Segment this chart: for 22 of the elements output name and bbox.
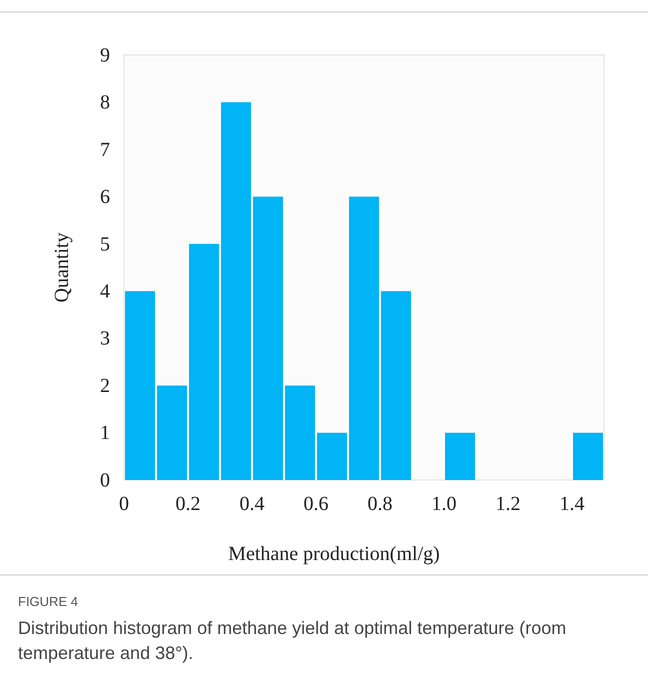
x-tick-label: 0 bbox=[119, 493, 129, 516]
x-tick-label: 0.2 bbox=[176, 493, 200, 516]
y-tick-label: 7 bbox=[100, 138, 110, 161]
x-tick-label: 1.2 bbox=[496, 493, 520, 516]
y-tick-label: 5 bbox=[100, 233, 110, 256]
y-tick-label: 1 bbox=[100, 422, 110, 444]
text: Distribution histogram of methane yield at optimal temperature (room temperature and 38°). bbox=[18, 618, 566, 663]
y-tick-label: 9 bbox=[100, 44, 110, 66]
y-tick-label: 2 bbox=[100, 374, 110, 397]
x-tick-label: 1.4 bbox=[560, 493, 584, 516]
y-axis-title: Quantity bbox=[51, 232, 73, 302]
y-tick-label: 8 bbox=[100, 92, 110, 114]
y-tick-label: 0 bbox=[100, 469, 110, 492]
x-tick-label: 0.8 bbox=[368, 493, 392, 516]
x-axis-title: Methane production(ml/g) bbox=[228, 543, 440, 565]
x-tick-label: 0.6 bbox=[304, 493, 328, 516]
x-tick-label: 1.0 bbox=[432, 493, 456, 516]
caption: FIGURE 4 bbox=[18, 594, 78, 609]
y-tick-label: 3 bbox=[100, 328, 110, 350]
y-tick-label: 4 bbox=[100, 280, 110, 303]
y-tick-label: 6 bbox=[100, 186, 110, 208]
x-tick-label: 0.4 bbox=[240, 493, 264, 516]
